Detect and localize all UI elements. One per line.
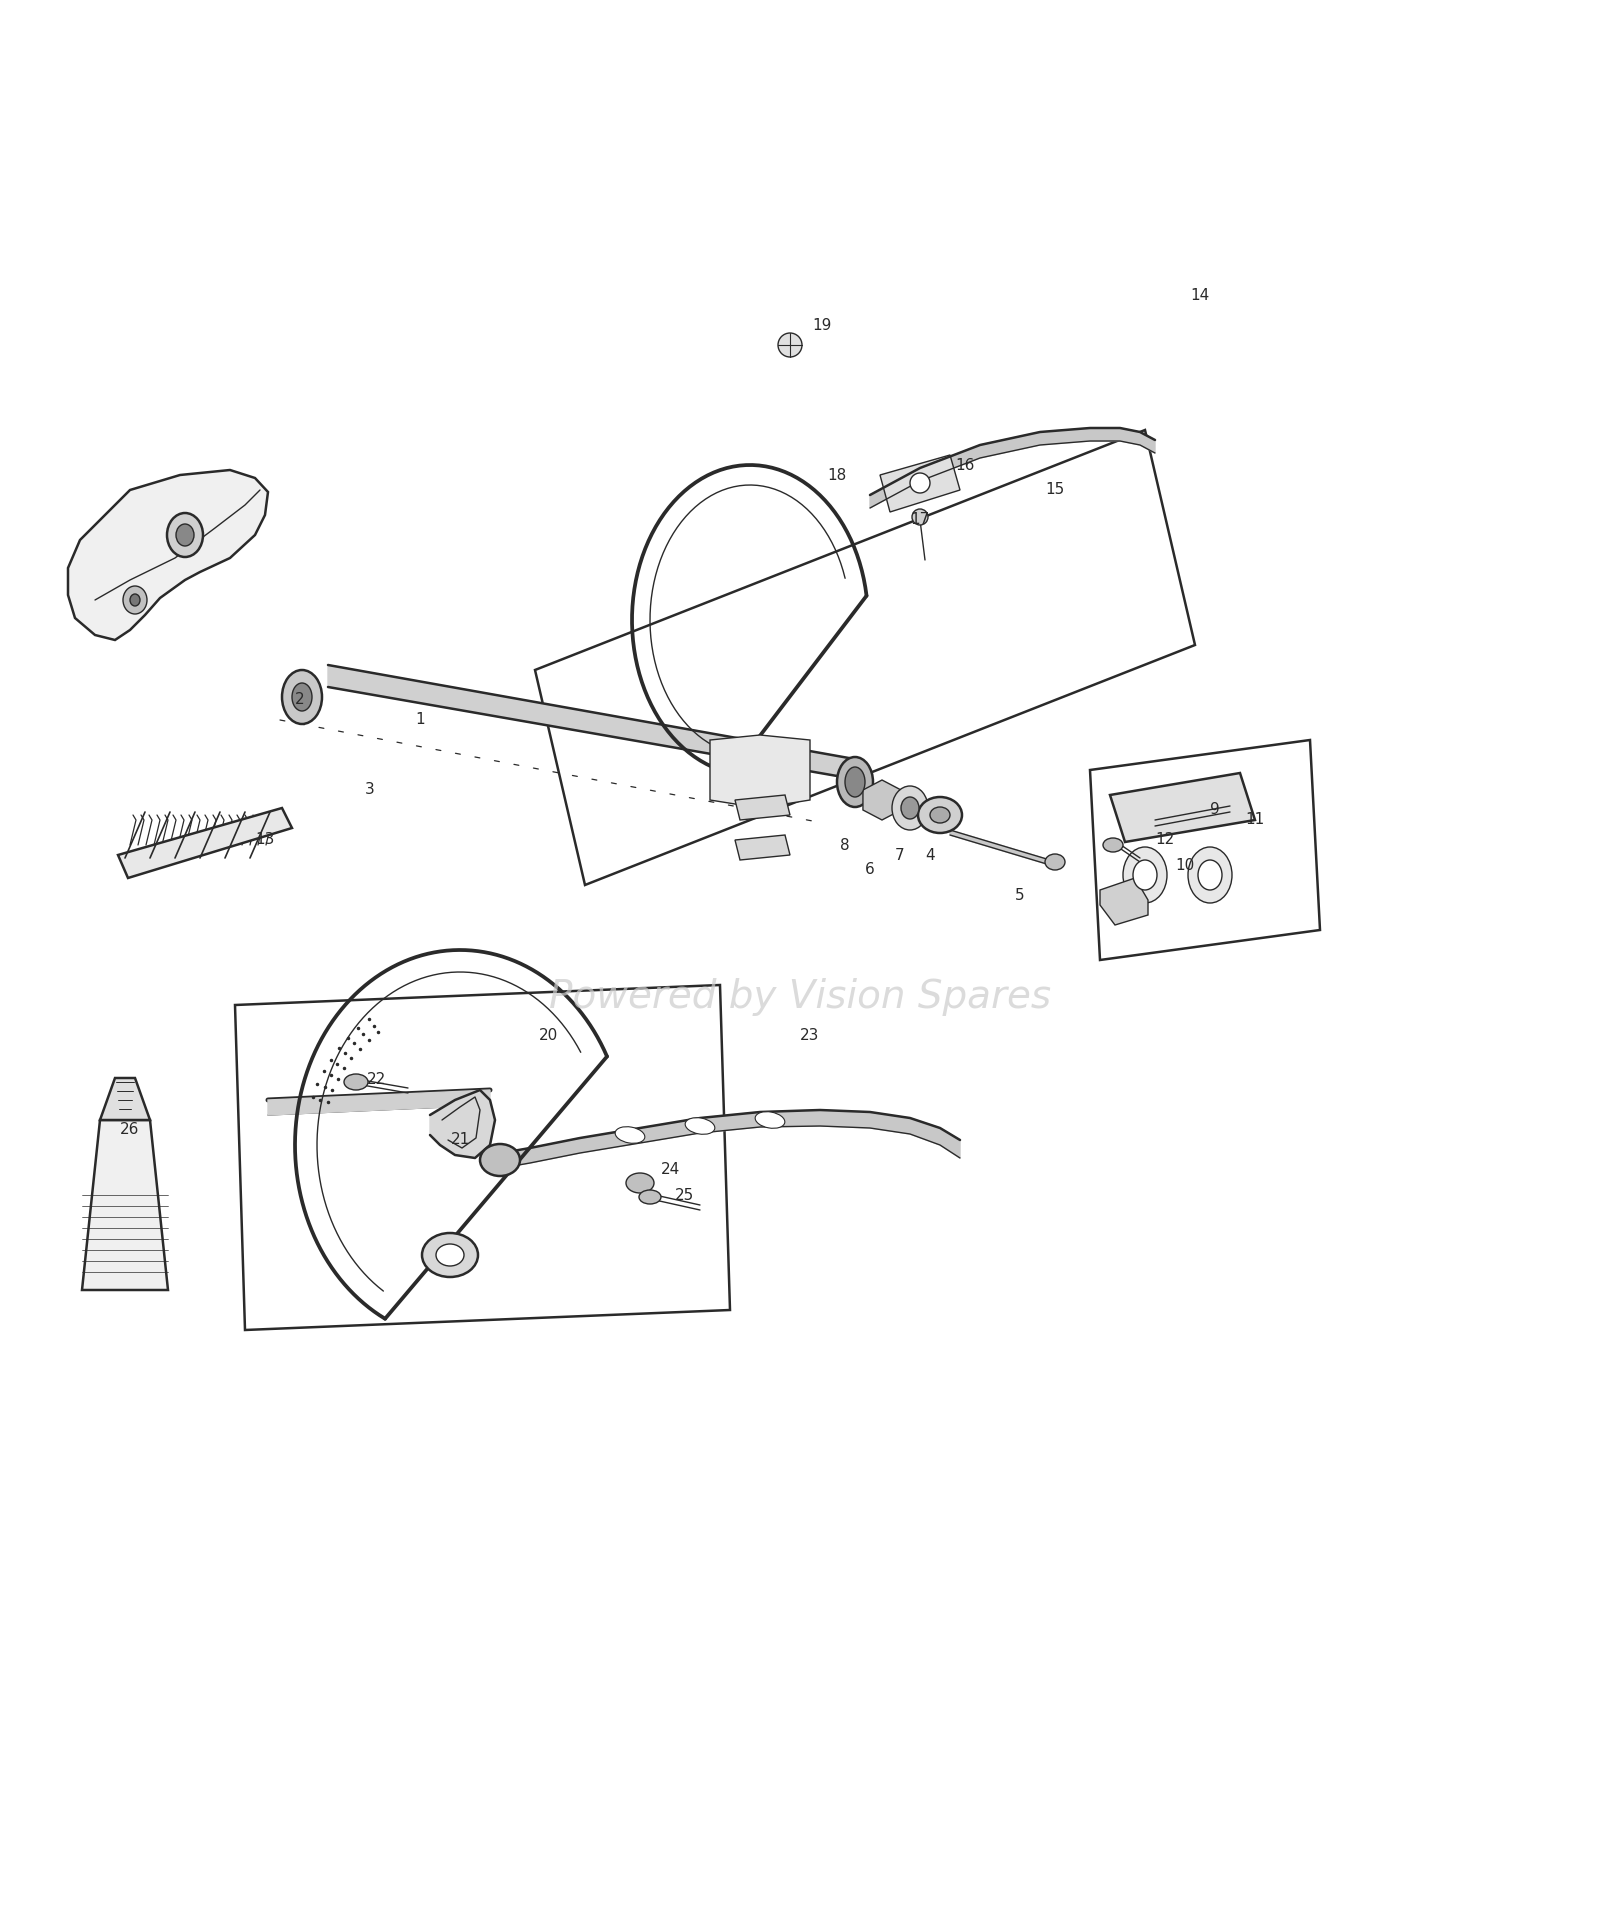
Ellipse shape [480, 1143, 520, 1176]
Ellipse shape [1133, 859, 1157, 890]
Ellipse shape [912, 508, 928, 526]
Text: 3: 3 [365, 783, 374, 798]
Polygon shape [950, 830, 1050, 865]
Text: 21: 21 [450, 1132, 470, 1147]
Polygon shape [734, 834, 790, 859]
Ellipse shape [626, 1174, 654, 1193]
Ellipse shape [614, 1126, 645, 1143]
Text: 23: 23 [800, 1028, 819, 1043]
Ellipse shape [778, 334, 802, 357]
Ellipse shape [344, 1074, 368, 1089]
Ellipse shape [282, 669, 322, 723]
Polygon shape [67, 470, 269, 641]
Ellipse shape [845, 767, 866, 798]
Ellipse shape [435, 1245, 464, 1266]
Polygon shape [328, 666, 861, 781]
Ellipse shape [166, 512, 203, 556]
Polygon shape [870, 428, 1155, 508]
Polygon shape [880, 455, 960, 512]
Text: 1: 1 [414, 712, 426, 727]
Text: 12: 12 [1155, 832, 1174, 848]
Ellipse shape [176, 524, 194, 547]
Text: 7: 7 [894, 848, 906, 863]
Text: 17: 17 [910, 512, 930, 527]
Ellipse shape [901, 798, 918, 819]
Polygon shape [235, 986, 730, 1329]
Ellipse shape [1123, 848, 1166, 903]
Ellipse shape [893, 786, 928, 830]
Polygon shape [490, 1111, 960, 1170]
Text: 4: 4 [925, 848, 934, 863]
Ellipse shape [1187, 848, 1232, 903]
Ellipse shape [1045, 854, 1066, 871]
Polygon shape [269, 1089, 490, 1114]
Ellipse shape [123, 587, 147, 614]
Ellipse shape [291, 683, 312, 712]
Text: 2: 2 [294, 692, 306, 708]
Polygon shape [1090, 740, 1320, 961]
Text: 14: 14 [1190, 288, 1210, 303]
Ellipse shape [910, 474, 930, 493]
Polygon shape [710, 735, 810, 807]
Text: 5: 5 [1014, 888, 1026, 903]
Ellipse shape [638, 1189, 661, 1205]
Ellipse shape [1198, 859, 1222, 890]
Polygon shape [99, 1078, 150, 1120]
Ellipse shape [930, 807, 950, 823]
Text: 26: 26 [120, 1122, 139, 1137]
Ellipse shape [755, 1112, 786, 1128]
Text: 16: 16 [955, 458, 974, 472]
Polygon shape [82, 1120, 168, 1291]
Text: 6: 6 [866, 863, 875, 878]
Ellipse shape [918, 798, 962, 832]
Text: 18: 18 [827, 468, 846, 483]
Ellipse shape [837, 758, 874, 807]
Polygon shape [430, 1089, 494, 1158]
Ellipse shape [130, 595, 141, 606]
Text: Powered by Vision Spares: Powered by Vision Spares [549, 978, 1051, 1017]
Text: 15: 15 [1045, 483, 1064, 497]
Text: 11: 11 [1245, 813, 1264, 827]
Polygon shape [1101, 878, 1149, 924]
Text: 8: 8 [840, 838, 850, 852]
Polygon shape [734, 794, 790, 821]
Text: 9: 9 [1210, 802, 1219, 817]
Text: 25: 25 [675, 1187, 694, 1203]
Text: 13: 13 [256, 832, 275, 848]
Text: 24: 24 [661, 1162, 680, 1178]
Text: 22: 22 [368, 1072, 387, 1088]
Polygon shape [118, 807, 291, 878]
Polygon shape [862, 781, 901, 821]
Ellipse shape [422, 1233, 478, 1277]
Polygon shape [534, 430, 1195, 884]
Ellipse shape [685, 1118, 715, 1134]
Polygon shape [1110, 773, 1254, 842]
Text: 20: 20 [538, 1028, 558, 1043]
Text: 19: 19 [813, 318, 832, 332]
Text: 10: 10 [1176, 857, 1195, 873]
Ellipse shape [1102, 838, 1123, 852]
